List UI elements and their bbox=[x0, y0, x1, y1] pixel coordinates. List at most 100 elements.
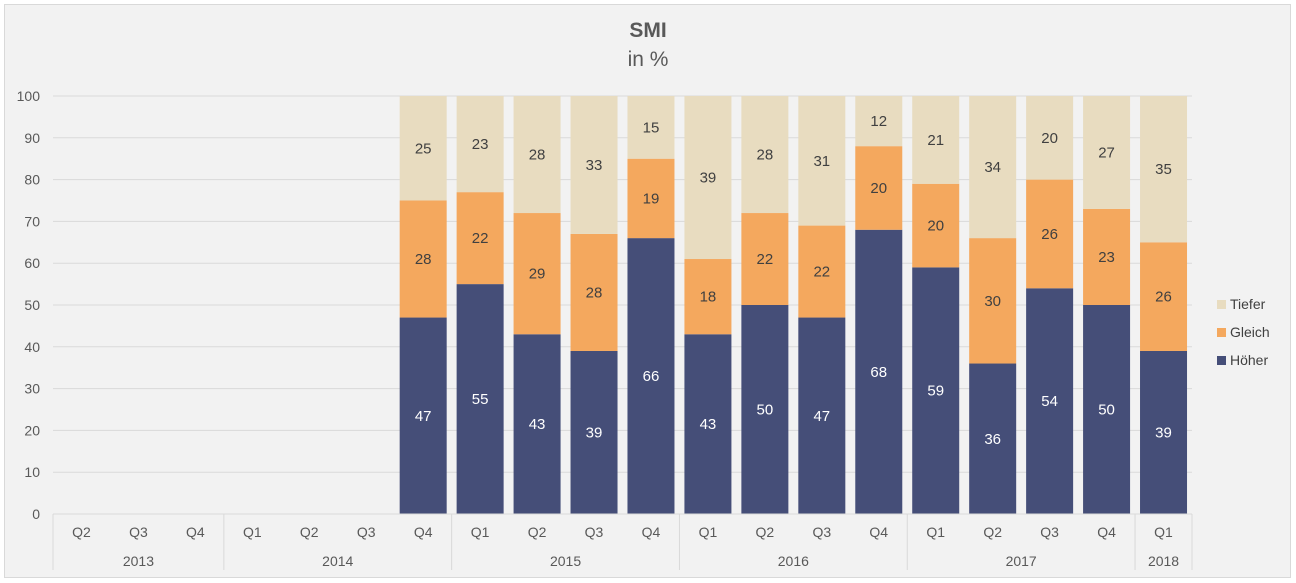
bar-hoeher bbox=[627, 238, 675, 514]
data-label: 26 bbox=[1155, 289, 1172, 306]
x-tick-label: Q4 bbox=[1097, 524, 1116, 540]
y-tick-label: 50 bbox=[24, 297, 40, 313]
legend: Tiefer Gleich Höher bbox=[1217, 290, 1270, 374]
y-tick-label: 30 bbox=[24, 381, 40, 397]
y-tick-label: 60 bbox=[24, 255, 40, 271]
y-tick-label: 40 bbox=[24, 339, 40, 355]
bar-tiefer bbox=[627, 96, 675, 159]
bar-gleich bbox=[399, 200, 447, 318]
x-tick-label: Q2 bbox=[983, 524, 1002, 540]
year-label: 2013 bbox=[123, 553, 154, 569]
legend-label-gleich: Gleich bbox=[1230, 324, 1270, 340]
bar-hoeher bbox=[855, 229, 903, 514]
data-label: 29 bbox=[529, 266, 546, 283]
data-label: 27 bbox=[1098, 144, 1115, 161]
bar-tiefer bbox=[1026, 96, 1074, 180]
bar-gleich bbox=[570, 233, 618, 351]
x-tick-label: Q2 bbox=[756, 524, 775, 540]
legend-item-tiefer: Tiefer bbox=[1217, 290, 1270, 318]
legend-label-hoeher: Höher bbox=[1230, 352, 1269, 368]
bar-gleich bbox=[741, 213, 789, 305]
data-label: 36 bbox=[984, 431, 1001, 448]
bar-gleich bbox=[969, 238, 1017, 364]
data-label: 66 bbox=[643, 368, 660, 385]
year-label: 2014 bbox=[322, 553, 353, 569]
data-label: 43 bbox=[529, 416, 546, 433]
bar-hoeher bbox=[798, 317, 846, 514]
bar-gleich bbox=[456, 192, 504, 285]
data-label: 54 bbox=[1041, 393, 1058, 410]
x-tick-label: Q1 bbox=[1154, 524, 1173, 540]
x-tick-label: Q2 bbox=[528, 524, 547, 540]
bar-hoeher bbox=[399, 317, 447, 514]
data-label: 39 bbox=[1155, 424, 1172, 441]
bar-gleich bbox=[513, 213, 561, 335]
data-label: 20 bbox=[870, 180, 887, 197]
y-tick-label: 70 bbox=[24, 213, 40, 229]
bar-gleich bbox=[1083, 208, 1131, 305]
legend-item-hoeher: Höher bbox=[1217, 346, 1270, 374]
data-label: 55 bbox=[472, 391, 489, 408]
data-label: 23 bbox=[472, 136, 489, 153]
x-tick-label: Q3 bbox=[585, 524, 604, 540]
x-tick-label: Q2 bbox=[300, 524, 319, 540]
bar-hoeher bbox=[1026, 288, 1074, 514]
legend-swatch-gleich bbox=[1217, 327, 1226, 337]
bar-gleich bbox=[798, 225, 846, 318]
data-label: 21 bbox=[927, 132, 944, 149]
data-label: 47 bbox=[813, 408, 830, 425]
y-tick-label: 20 bbox=[24, 422, 40, 438]
chart-title: SMI bbox=[629, 19, 667, 42]
bar-tiefer bbox=[1140, 96, 1188, 243]
legend-swatch-hoeher bbox=[1217, 355, 1226, 365]
y-tick-label: 100 bbox=[17, 88, 41, 104]
data-label: 28 bbox=[586, 284, 603, 301]
bar-gleich bbox=[1140, 242, 1188, 351]
data-label: 20 bbox=[927, 218, 944, 235]
x-tick-label: Q1 bbox=[926, 524, 945, 540]
bar-tiefer bbox=[513, 96, 561, 214]
bar-tiefer bbox=[570, 96, 618, 234]
data-label: 28 bbox=[529, 147, 546, 164]
data-label: 22 bbox=[472, 230, 489, 247]
bar-tiefer bbox=[399, 96, 447, 201]
legend-item-gleich: Gleich bbox=[1217, 318, 1270, 346]
bar-tiefer bbox=[456, 96, 504, 193]
x-tick-label: Q1 bbox=[243, 524, 262, 540]
legend-label-tiefer: Tiefer bbox=[1230, 296, 1266, 312]
bar-gleich bbox=[627, 158, 675, 239]
bar-gleich bbox=[912, 183, 960, 268]
bar-gleich bbox=[855, 146, 903, 230]
bar-hoeher bbox=[912, 267, 960, 514]
x-tick-label: Q3 bbox=[1040, 524, 1059, 540]
data-label: 28 bbox=[757, 147, 774, 164]
x-tick-label: Q4 bbox=[869, 524, 888, 540]
data-label: 31 bbox=[813, 153, 830, 170]
data-label: 39 bbox=[586, 424, 603, 441]
x-tick-label: Q3 bbox=[129, 524, 148, 540]
year-label: 2018 bbox=[1148, 553, 1179, 569]
year-label: 2016 bbox=[778, 553, 809, 569]
x-tick-label: Q4 bbox=[186, 524, 205, 540]
data-label: 15 bbox=[643, 119, 660, 136]
bar-tiefer bbox=[855, 96, 903, 147]
x-tick-label: Q4 bbox=[642, 524, 661, 540]
bar-tiefer bbox=[684, 96, 732, 260]
x-tick-label: Q2 bbox=[72, 524, 91, 540]
x-tick-label: Q3 bbox=[812, 524, 831, 540]
x-tick-label: Q1 bbox=[471, 524, 490, 540]
data-label: 50 bbox=[1098, 402, 1115, 419]
data-label: 47 bbox=[415, 408, 432, 425]
data-label: 33 bbox=[586, 157, 603, 174]
bar-hoeher bbox=[1140, 350, 1188, 514]
data-label: 22 bbox=[757, 251, 774, 268]
data-label: 28 bbox=[415, 251, 432, 268]
data-label: 18 bbox=[700, 289, 717, 306]
bar-tiefer bbox=[741, 96, 789, 214]
data-label: 20 bbox=[1041, 130, 1058, 147]
bar-gleich bbox=[1026, 179, 1074, 289]
data-label: 59 bbox=[927, 383, 944, 400]
bar-hoeher bbox=[741, 305, 789, 514]
bar-gleich bbox=[684, 259, 732, 335]
